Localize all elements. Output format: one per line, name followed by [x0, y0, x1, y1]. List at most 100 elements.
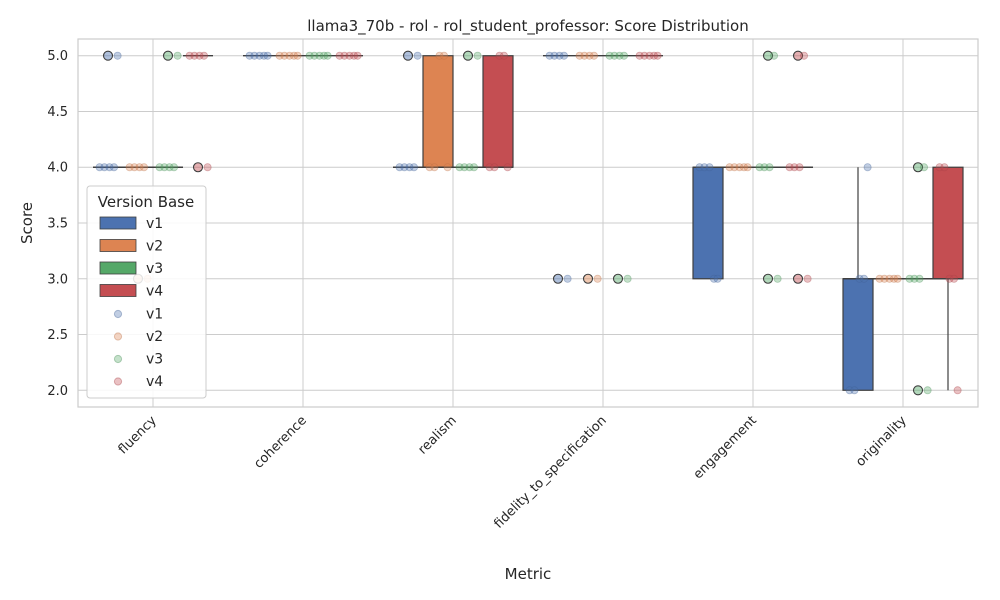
outlier-point: [762, 50, 774, 61]
strip-point-v2: [575, 51, 584, 60]
strip-point-v3: [620, 51, 629, 60]
strip-point-v4: [640, 51, 649, 60]
box-v1-engagement: [692, 166, 724, 280]
box-v3-fidelity_to_specification: [603, 55, 633, 284]
strip-point-v1: [860, 274, 869, 283]
strip-point-v2: [125, 163, 134, 172]
strip-point-v4: [653, 51, 662, 60]
strip-point-v4: [935, 163, 944, 172]
strip-point-v1: [95, 163, 104, 172]
strip-point-v3: [473, 51, 482, 60]
strip-point-v1: [850, 386, 859, 395]
box-plots: [93, 50, 964, 396]
legend-box-swatch-v3: [99, 261, 137, 275]
strip-point-v2: [280, 51, 289, 60]
strip-point-v2: [725, 163, 734, 172]
strip-point-v4: [650, 51, 659, 60]
strip-point-v3: [160, 163, 169, 172]
strip-point-v1: [705, 163, 714, 172]
strip-point-v2: [593, 274, 602, 283]
strip-point-v4: [195, 51, 204, 60]
strip-point-v4: [803, 274, 812, 283]
strip-point-v3: [455, 163, 464, 172]
outlier-point: [192, 162, 204, 173]
strip-point-v3: [155, 163, 164, 172]
legend: Version Base v1 v2 v3 v4 v1 v2 v3 v4: [86, 185, 207, 399]
strip-point-v4: [499, 51, 508, 60]
outlier-point: [102, 50, 114, 61]
strip-point-v3: [905, 274, 914, 283]
y-tick-label: 5.0: [47, 49, 68, 64]
box-v1-fluency: [93, 50, 123, 168]
box-body: [422, 55, 454, 168]
strip-point-v1: [405, 163, 414, 172]
strip-point-v3: [165, 163, 174, 172]
box-v4-engagement: [783, 50, 813, 284]
legend-point-swatch-v4: [113, 377, 123, 386]
strip-point-v3: [923, 386, 932, 395]
outlier-point: [552, 273, 564, 284]
strip-point-v2: [735, 163, 744, 172]
box-v3-engagement: [753, 50, 783, 284]
y-tick-label: 3.5: [47, 217, 68, 232]
strip-point-v4: [353, 51, 362, 60]
strip-point-v1: [413, 51, 422, 60]
strip-point-v2: [139, 163, 148, 172]
legend-point-swatch-v2: [113, 332, 123, 341]
box-v4-fluency: [183, 55, 213, 173]
strip-point-v4: [495, 51, 504, 60]
legend-box-swatch-v1: [99, 216, 137, 230]
strip-point-v3: [755, 163, 764, 172]
box-v3-fluency: [153, 50, 183, 168]
strip-point-v2: [580, 51, 589, 60]
outlier-point: [582, 273, 594, 284]
legend-point-swatch-v3: [113, 354, 123, 364]
y-axis-label: Score: [18, 202, 36, 244]
strip-point-v1: [110, 163, 119, 172]
strip-point-v3: [623, 274, 632, 283]
strip-point-v1: [863, 163, 872, 172]
strip-point-v4: [953, 386, 962, 395]
strip-point-v2: [289, 51, 298, 60]
strip-point-v1: [550, 51, 559, 60]
strip-point-v1: [560, 51, 569, 60]
strip-point-v3: [765, 163, 774, 172]
legend-box-swatch-v2: [99, 239, 137, 252]
strip-point-v3: [169, 163, 178, 172]
strip-point-v4: [190, 51, 199, 60]
legend-point-swatch-v1: [113, 309, 123, 319]
strip-point-v1: [263, 51, 272, 60]
strip-point-v3: [610, 51, 619, 60]
strip-point-v2: [890, 274, 899, 283]
strip-point-v2: [743, 163, 752, 172]
y-tick-label: 4.0: [47, 161, 68, 176]
strip-point-v2: [435, 51, 444, 60]
strip-point-v3: [920, 163, 929, 172]
legend-box-label-v1: v1: [146, 216, 163, 232]
strip-point-v4: [335, 51, 344, 60]
strip-point-v2: [590, 51, 599, 60]
strip-point-v1: [409, 163, 418, 172]
strip-point-v4: [950, 274, 959, 283]
strip-point-v3: [760, 163, 769, 172]
grid-lines: [78, 39, 978, 407]
chart-title: llama3_70b - rol - rol_student_professor…: [307, 17, 748, 36]
x-axis-label: Metric: [505, 565, 552, 583]
strip-point-v4: [945, 274, 954, 283]
strip-point-v3: [305, 51, 314, 60]
strip-point-v2: [293, 51, 302, 60]
strip-point-v1: [855, 274, 864, 283]
strip-point-v1: [400, 163, 409, 172]
strip-point-v2: [443, 163, 452, 172]
strip-point-v2: [130, 163, 139, 172]
strip-point-v3: [465, 163, 474, 172]
strip-point-v4: [345, 51, 354, 60]
strip-point-v1: [113, 51, 122, 60]
box-v4-originality: [932, 166, 964, 391]
strip-point-v2: [730, 163, 739, 172]
strip-point-v4: [940, 163, 949, 172]
strip-point-v3: [323, 51, 332, 60]
strip-point-v1: [845, 386, 854, 395]
strip-point-v4: [790, 163, 799, 172]
strip-point-v1: [395, 163, 404, 172]
